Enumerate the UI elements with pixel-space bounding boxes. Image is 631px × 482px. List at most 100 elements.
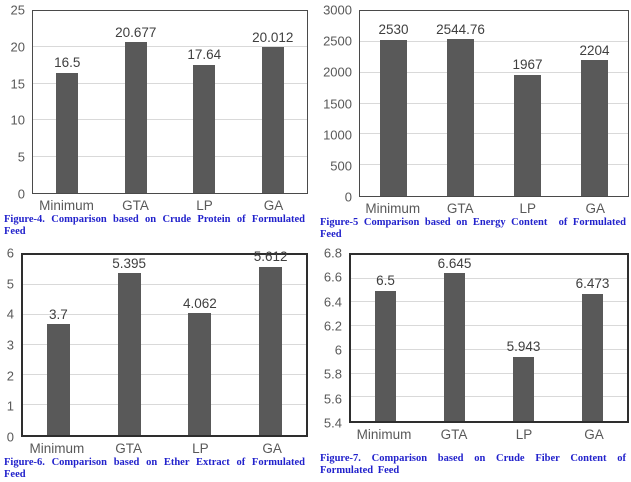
y-tick-label: 6.2 <box>323 318 342 334</box>
value-label: 6.645 <box>437 255 472 271</box>
bar-lp <box>193 64 216 193</box>
y-tick-label: 2500 <box>323 33 352 49</box>
value-label: 3.7 <box>48 306 68 322</box>
figure-6-caption: Figure-6. Comparison based on Ether Extr… <box>4 456 305 481</box>
value-label: 6.5 <box>376 273 395 289</box>
gridline <box>351 372 627 374</box>
value-label: 16.5 <box>54 55 81 71</box>
category-label: LP <box>519 201 536 216</box>
value-label: 17.64 <box>187 47 222 63</box>
y-tick-label: 0 <box>344 189 352 205</box>
x-axis-labels: Minimum GTA LP GA <box>349 427 629 443</box>
category-label: Minimum <box>29 441 85 456</box>
chart-body: 0 5 10 15 20 25 16.5 20.677 17.64 20.012 Minimum… <box>2 4 308 214</box>
value-label: 2530 <box>378 22 409 38</box>
category-label: LP <box>192 441 209 456</box>
gridline <box>33 155 307 157</box>
y-tick-label: 5.8 <box>323 366 342 382</box>
y-tick-label: 0 <box>17 186 25 202</box>
category-label: GTA <box>440 427 468 442</box>
bar-minimum <box>46 324 70 435</box>
gridline <box>351 396 627 398</box>
y-axis: 0 1 2 3 4 5 6 <box>2 247 21 444</box>
gridline <box>33 82 307 84</box>
value-label: 2204 <box>579 42 610 58</box>
y-tick-label: 25 <box>10 2 25 18</box>
category-label: GA <box>263 198 284 213</box>
y-tick-label: 2 <box>6 368 14 384</box>
bar-minimum <box>56 72 79 193</box>
y-tick-label: 20 <box>10 39 25 55</box>
value-label: 20.677 <box>115 24 157 40</box>
value-label: 5.612 <box>253 249 288 265</box>
category-label: GTA <box>446 201 474 216</box>
plot-column: 2530 2544.76 1967 2204 Minimum GTA LP GA <box>359 10 629 217</box>
bar-lp <box>188 313 212 435</box>
category-label: LP <box>196 198 213 213</box>
y-tick-label: 6 <box>334 342 342 358</box>
bar-ga <box>259 266 283 435</box>
bar-gta <box>444 273 465 421</box>
category-label: GTA <box>122 198 149 213</box>
bar-gta <box>447 39 474 196</box>
bar-lp <box>513 356 534 421</box>
plot-column: 16.5 20.677 17.64 20.012 Minimum GTA LP GA <box>32 10 308 214</box>
gridline <box>33 119 307 121</box>
bar-ga <box>582 293 603 421</box>
figure-5-caption: Figure-5 Comparison based on Energy Cont… <box>320 216 626 241</box>
y-axis: 0 5 10 15 20 25 <box>2 4 32 201</box>
gridline <box>23 284 306 285</box>
gridline <box>351 348 627 350</box>
gridline <box>23 404 306 405</box>
value-label: 1967 <box>512 57 543 73</box>
ether-extract-chart: 0 1 2 3 4 5 6 3.7 5.395 4.062 5.612 Minimum GTA LP G… <box>0 240 316 481</box>
category-label: Minimum <box>365 201 421 216</box>
gridline <box>360 102 628 104</box>
value-label: 2544.76 <box>436 21 485 37</box>
y-tick-label: 3000 <box>323 2 352 18</box>
bar-gta <box>124 42 147 193</box>
bar-minimum <box>380 39 407 196</box>
gridline <box>23 374 306 375</box>
y-tick-label: 4 <box>6 306 14 322</box>
chart-body: 0 500 1000 1500 2000 2500 3000 2530 2544.76 1967… <box>318 4 629 217</box>
energy-content-chart: 0 500 1000 1500 2000 2500 3000 2530 2544.76 1967… <box>316 0 631 240</box>
gridline <box>23 344 306 345</box>
y-tick-label: 1500 <box>323 96 352 111</box>
bar-ga <box>261 47 284 193</box>
y-tick-label: 6.6 <box>323 269 342 285</box>
value-label: 5.395 <box>112 255 147 271</box>
y-tick-label: 0 <box>6 429 14 445</box>
y-tick-label: 10 <box>10 112 25 128</box>
crude-protein-chart: 0 5 10 15 20 25 16.5 20.677 17.64 20.012 Minimum… <box>0 0 316 240</box>
gridline <box>351 325 627 327</box>
plot-column: 6.5 6.645 5.943 6.473 Minimum GTA LP GA <box>349 253 629 443</box>
chart-body: 5.4 5.6 5.8 6 6.2 6.4 6.6 6.8 6.5 6.645 5.943 6.47… <box>318 247 629 443</box>
y-tick-label: 15 <box>10 76 25 92</box>
category-label: Minimum <box>39 198 94 213</box>
crude-fiber-chart: 5.4 5.6 5.8 6 6.2 6.4 6.6 6.8 6.5 6.645 5.943 6.47… <box>316 240 631 479</box>
gridline <box>360 40 628 42</box>
gridline <box>360 71 628 73</box>
value-label: 6.473 <box>575 276 610 292</box>
y-tick-label: 1 <box>6 398 14 414</box>
bar-ga <box>581 60 608 196</box>
bar-lp <box>514 74 541 196</box>
y-axis: 0 500 1000 1500 2000 2500 3000 <box>318 4 359 204</box>
plot-area: 6.5 6.645 5.943 6.473 <box>349 253 629 423</box>
y-tick-label: 6.4 <box>323 294 342 310</box>
category-label: GA <box>262 441 282 456</box>
y-axis: 5.4 5.6 5.8 6 6.2 6.4 6.6 6.8 <box>318 247 349 430</box>
y-tick-label: 6.8 <box>323 245 342 261</box>
value-label: 5.943 <box>506 339 541 355</box>
y-tick-label: 5.4 <box>323 415 342 431</box>
figure-4-caption: Figure-4. Comparison based on Crude Prot… <box>4 213 305 238</box>
chart-body: 0 1 2 3 4 5 6 3.7 5.395 4.062 5.612 Minimum GTA LP G… <box>2 247 308 457</box>
y-tick-label: 5 <box>17 149 25 165</box>
y-tick-label: 2000 <box>323 64 352 80</box>
y-tick-label: 5.6 <box>323 391 342 407</box>
plot-area: 16.5 20.677 17.64 20.012 <box>32 10 308 194</box>
value-label: 20.012 <box>252 29 294 45</box>
x-axis-labels: Minimum GTA LP GA <box>32 198 308 214</box>
